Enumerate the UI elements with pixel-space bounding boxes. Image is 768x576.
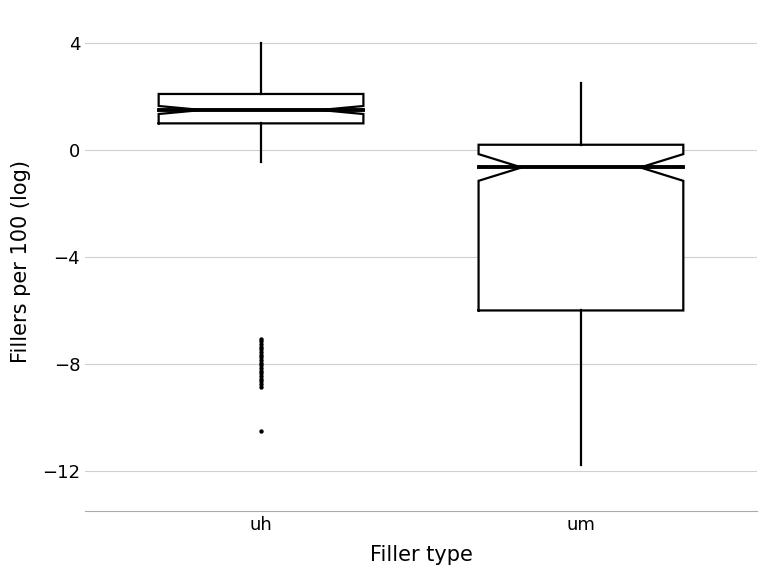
Point <box>255 342 267 351</box>
Point <box>255 426 267 435</box>
Point <box>255 336 267 346</box>
Point <box>255 382 267 391</box>
Point <box>255 372 267 381</box>
Point <box>255 355 267 365</box>
Point <box>255 361 267 370</box>
Point <box>255 350 267 359</box>
Point <box>255 374 267 383</box>
Polygon shape <box>159 94 363 123</box>
Point <box>255 380 267 389</box>
Point <box>255 347 267 357</box>
Point <box>255 377 267 386</box>
Point <box>255 369 267 378</box>
Polygon shape <box>478 145 684 310</box>
Y-axis label: Fillers per 100 (log): Fillers per 100 (log) <box>11 160 31 362</box>
Point <box>255 366 267 375</box>
Point <box>255 334 267 343</box>
Point <box>255 339 267 348</box>
Point <box>255 344 267 354</box>
X-axis label: Filler type: Filler type <box>369 545 472 565</box>
Point <box>255 353 267 362</box>
Point <box>255 358 267 367</box>
Point <box>255 363 267 373</box>
